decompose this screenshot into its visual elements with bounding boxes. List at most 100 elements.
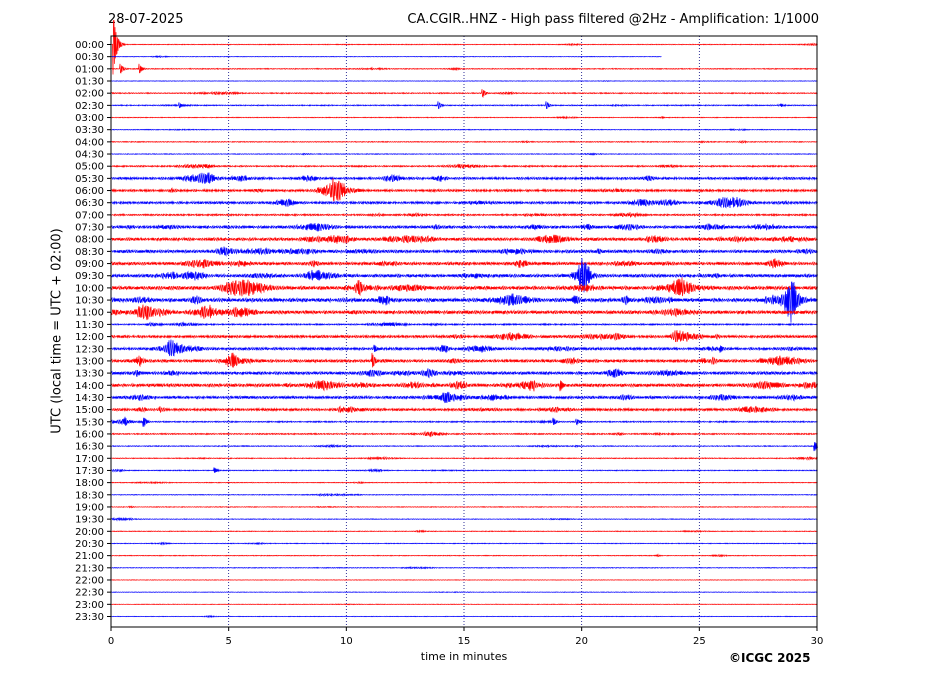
y-tick-label-2200: 22:00	[75, 575, 104, 586]
y-tick-label-0530: 05:30	[75, 174, 104, 185]
trace-1830	[110, 492, 818, 498]
trace-2100	[110, 553, 818, 558]
y-tick-label-1200: 12:00	[75, 332, 104, 343]
trace-1700	[110, 455, 818, 461]
y-tick-label-1330: 13:30	[75, 369, 104, 380]
trace-0700	[110, 211, 818, 219]
plot-frame	[110, 35, 818, 628]
trace-2300	[110, 603, 818, 606]
y-tick-label-1000: 10:00	[75, 283, 104, 294]
trace-0730	[110, 223, 818, 232]
y-tick-label-0030: 00:30	[75, 52, 104, 63]
trace-1100	[110, 304, 818, 321]
trace-1400	[110, 380, 818, 392]
trace-0830	[110, 246, 818, 257]
vertical-grid	[228, 36, 700, 627]
trace-1630	[110, 442, 818, 452]
y-tick-label-1600: 16:00	[75, 429, 104, 440]
y-tick-label-2030: 20:30	[75, 539, 104, 550]
y-tick-label-1700: 17:00	[75, 454, 104, 465]
x-tick-label-30: 30	[811, 636, 824, 647]
y-tick-label-0630: 06:30	[75, 198, 104, 209]
y-tick-label-0900: 09:00	[75, 259, 104, 270]
y-tick-label-1930: 19:30	[75, 515, 104, 526]
y-tick-label-2300: 23:00	[75, 600, 104, 611]
trace-0500	[110, 163, 818, 170]
y-tick-label-1530: 15:30	[75, 417, 104, 428]
trace-2200	[110, 579, 818, 581]
y-tick-label-2330: 23:30	[75, 612, 104, 623]
trace-1500	[110, 405, 818, 414]
y-tick-label-2130: 21:30	[75, 563, 104, 574]
y-tick-label-2230: 22:30	[75, 588, 104, 599]
y-tick-label-0930: 09:30	[75, 271, 104, 282]
y-tick-label-1730: 17:30	[75, 466, 104, 477]
trace-2130	[110, 566, 818, 570]
x-tick-label-15: 15	[458, 636, 471, 647]
x-tick-label-25: 25	[693, 636, 706, 647]
y-tick-label-0330: 03:30	[75, 125, 104, 136]
y-tick-label-0700: 07:00	[75, 210, 104, 221]
trace-2000	[110, 529, 818, 533]
trace-0230	[110, 101, 818, 110]
y-tick-label-0800: 08:00	[75, 235, 104, 246]
trace-1530	[110, 416, 818, 427]
copyright-notice: ©ICGC 2025	[729, 651, 811, 665]
y-tick-label-0430: 04:30	[75, 150, 104, 161]
x-tick-labels: 0 5 10 15 20 25 30	[108, 627, 824, 647]
trace-0030	[110, 54, 662, 59]
y-tick-label-1100: 11:00	[75, 308, 104, 319]
y-tick-label-2000: 20:00	[75, 527, 104, 538]
trace-1330	[110, 368, 818, 379]
y-tick-label-1430: 14:30	[75, 393, 104, 404]
trace-0330	[110, 128, 818, 132]
trace-1030	[110, 281, 818, 323]
trace-2330	[110, 614, 818, 619]
trace-1000	[110, 277, 818, 297]
trace-0000	[110, 19, 818, 75]
trace-0800	[110, 234, 818, 244]
trace-1200	[110, 330, 818, 343]
trace-0600	[110, 178, 818, 202]
trace-1230	[110, 339, 818, 357]
y-tick-label-1830: 18:30	[75, 490, 104, 501]
x-tick-label-0: 0	[108, 636, 114, 647]
seismic-traces	[110, 19, 818, 619]
trace-1300	[110, 352, 818, 368]
y-tick-label-0830: 08:30	[75, 247, 104, 258]
chart-date: 28-07-2025	[108, 12, 184, 27]
y-tick-label-0730: 07:30	[75, 223, 104, 234]
x-axis-label: time in minutes	[420, 650, 508, 663]
y-tick-label-0130: 01:30	[75, 77, 104, 88]
y-tick-label-0200: 02:00	[75, 89, 104, 100]
y-tick-label-1400: 14:00	[75, 381, 104, 392]
trace-2230	[110, 591, 818, 594]
trace-0300	[110, 115, 818, 120]
trace-1730	[110, 467, 818, 473]
trace-1800	[110, 480, 818, 485]
x-tick-label-10: 10	[340, 636, 353, 647]
y-tick-label-1230: 12:30	[75, 344, 104, 355]
y-tick-label-1030: 10:30	[75, 296, 104, 307]
y-tick-label-1900: 19:00	[75, 502, 104, 513]
trace-0930	[110, 258, 818, 293]
y-tick-label-1130: 11:30	[75, 320, 104, 331]
y-tick-label-0600: 06:00	[75, 186, 104, 197]
trace-1430	[110, 391, 818, 404]
y-tick-label-0400: 04:00	[75, 137, 104, 148]
y-tick-label-0000: 00:00	[75, 40, 104, 51]
y-tick-label-2100: 21:00	[75, 551, 104, 562]
y-tick-label-0100: 01:00	[75, 64, 104, 75]
trace-2030	[110, 541, 818, 546]
y-tick-label-1800: 18:00	[75, 478, 104, 489]
x-tick-label-20: 20	[575, 636, 588, 647]
trace-0900	[110, 258, 818, 269]
y-tick-label-1630: 16:30	[75, 442, 104, 453]
trace-0400	[110, 139, 818, 145]
trace-0200	[110, 89, 818, 98]
trace-1900	[110, 505, 818, 509]
y-tick-label-1300: 13:00	[75, 356, 104, 367]
y-tick-label-1500: 15:00	[75, 405, 104, 416]
